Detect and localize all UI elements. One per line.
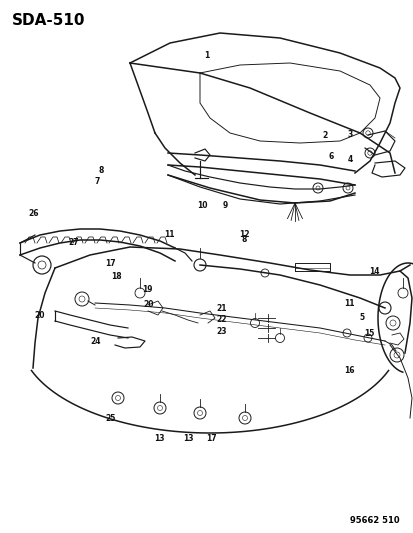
Text: 20: 20 xyxy=(34,311,45,320)
Text: 20: 20 xyxy=(143,301,154,309)
Text: 6: 6 xyxy=(328,152,333,161)
Text: 11: 11 xyxy=(164,230,175,239)
Text: 17: 17 xyxy=(206,434,217,442)
Text: 7: 7 xyxy=(95,177,100,185)
Text: 13: 13 xyxy=(154,434,164,442)
Text: 9: 9 xyxy=(223,201,228,209)
Text: 13: 13 xyxy=(183,434,193,442)
Text: 4: 4 xyxy=(347,156,351,164)
Text: 5: 5 xyxy=(359,313,364,321)
Text: 11: 11 xyxy=(344,300,354,308)
Text: 23: 23 xyxy=(216,327,226,336)
Text: 21: 21 xyxy=(216,304,226,312)
Text: 16: 16 xyxy=(344,366,354,375)
Text: 95662 510: 95662 510 xyxy=(349,516,399,525)
Text: 10: 10 xyxy=(197,201,208,209)
Text: 17: 17 xyxy=(105,260,116,268)
Text: 19: 19 xyxy=(141,286,152,294)
Text: 18: 18 xyxy=(111,272,122,280)
Text: 25: 25 xyxy=(105,414,116,423)
Text: 12: 12 xyxy=(238,230,249,239)
Text: 2: 2 xyxy=(322,132,327,140)
Text: 8: 8 xyxy=(99,166,104,175)
Text: 14: 14 xyxy=(368,268,379,276)
Text: 26: 26 xyxy=(28,209,39,217)
Text: 8: 8 xyxy=(241,236,246,244)
Text: SDA-510: SDA-510 xyxy=(12,13,85,28)
Text: 27: 27 xyxy=(68,238,78,247)
Text: 1: 1 xyxy=(204,52,209,60)
Text: 24: 24 xyxy=(90,337,100,345)
Text: 22: 22 xyxy=(216,316,226,324)
Text: 3: 3 xyxy=(347,130,351,139)
Text: 15: 15 xyxy=(363,329,374,337)
